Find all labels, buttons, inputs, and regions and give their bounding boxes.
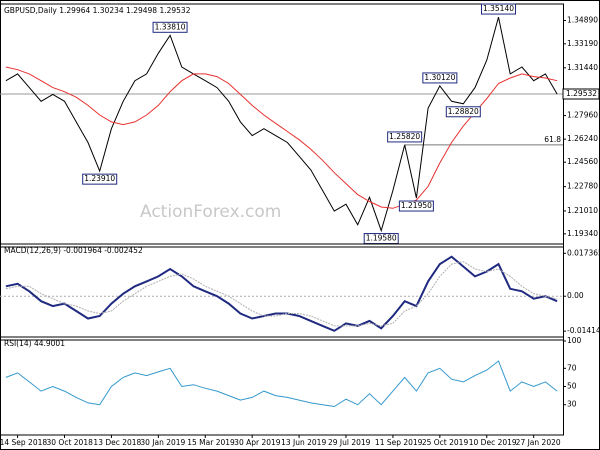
- panel-title: GBPUSD,Daily 1.29964 1.30234 1.29498 1.2…: [4, 6, 191, 15]
- annotation-box: [422, 72, 458, 84]
- series-line: [5, 16, 558, 233]
- y-tick-label: 1.24560: [567, 157, 598, 166]
- y-tick-label: 1.31440: [567, 63, 598, 72]
- y-tick-label: 1.27960: [567, 111, 598, 120]
- y-tick-label: 50: [567, 382, 577, 391]
- annotation-label: 1.21950: [401, 201, 432, 210]
- panel-title: RSI(14) 44.9001: [4, 339, 65, 348]
- annotation-label: 1.25820: [389, 132, 420, 141]
- y-tick-label: 0.00: [567, 291, 584, 300]
- annotation-box: [398, 200, 434, 212]
- panel: [0, 3, 564, 248]
- series-line: [5, 255, 558, 332]
- panel-title: MACD(12,26,9) -0.001964 -0.002452: [4, 246, 143, 255]
- y-tick-label: 70: [567, 363, 577, 372]
- price-box: [562, 88, 600, 100]
- x-tick-label: 29 Jul 2019: [328, 438, 371, 447]
- annotation-label: 1.28820: [448, 107, 479, 116]
- annotation-box: [445, 106, 481, 118]
- y-tick-label: 0.017365: [567, 248, 600, 257]
- annotation-box: [152, 21, 188, 33]
- fib-label: 61.8: [544, 135, 561, 144]
- x-tick-label: 10 Dec 2019: [469, 438, 517, 447]
- annotation-label: 1.19580: [366, 234, 397, 243]
- panel: [0, 243, 564, 341]
- annotation-box: [480, 3, 516, 15]
- x-tick-label: 30 Apr 2019: [234, 438, 281, 447]
- y-tick-label: 100: [567, 336, 582, 345]
- x-tick-label: 30 Jan 2019: [140, 438, 185, 447]
- x-tick-label: 15 Mar 2019: [187, 438, 235, 447]
- x-tick-label: 11 Sep 2019: [375, 438, 423, 447]
- watermark: ActionForex.com: [140, 202, 281, 222]
- annotation-label: 1.33810: [155, 22, 186, 31]
- y-tick-label: 1.22780: [567, 182, 598, 191]
- x-tick-label: 27 Jan 2020: [516, 438, 561, 447]
- x-tick-label: 14 Sep 2018: [0, 438, 47, 447]
- x-tick-label: 13 Jun 2019: [281, 438, 326, 447]
- series-line: [5, 360, 558, 408]
- annotation-label: 1.23910: [84, 174, 115, 183]
- series-line: [5, 66, 558, 209]
- x-tick-label: 13 Dec 2018: [93, 438, 141, 447]
- annotation-label: 1.30120: [424, 73, 455, 82]
- x-tick-label: 30 Oct 2018: [47, 438, 94, 447]
- series-line: [5, 261, 558, 327]
- y-tick-label: 1.19340: [567, 229, 598, 238]
- y-tick-label: 1.21010: [567, 206, 598, 215]
- x-tick-label: 25 Oct 2019: [422, 438, 469, 447]
- y-tick-label: -0.014148: [567, 326, 600, 335]
- annotation-label: 1.35140: [483, 4, 514, 13]
- annotation-box: [387, 131, 423, 143]
- y-tick-label: 1.33190: [567, 39, 598, 48]
- y-tick-label: 1.26240: [567, 134, 598, 143]
- annotation-box: [82, 173, 118, 185]
- y-tick-label: 1.34890: [567, 15, 598, 24]
- price-label: 1.29532: [566, 89, 597, 98]
- y-tick-label: 30: [567, 400, 577, 409]
